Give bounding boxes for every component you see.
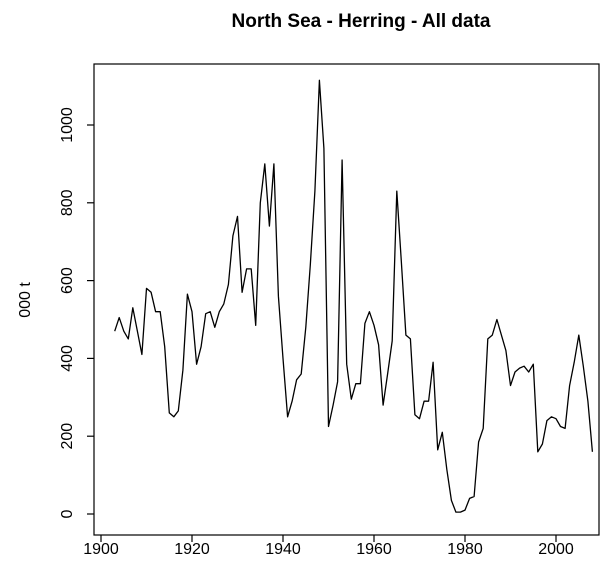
x-tick-label: 1980	[447, 541, 483, 558]
y-tick-label: 800	[59, 189, 76, 216]
x-tick-label: 1900	[83, 541, 119, 558]
x-tick-label: 1960	[356, 541, 392, 558]
y-tick-label: 600	[59, 267, 76, 294]
series-line	[114, 79, 594, 513]
y-tick-label: 400	[59, 345, 76, 372]
series-layer	[114, 79, 594, 513]
y-tick-label: 1000	[59, 107, 76, 143]
y-tick-label: 200	[59, 423, 76, 450]
x-tick-label: 1920	[174, 541, 210, 558]
x-tick-label: 2000	[538, 541, 574, 558]
chart-title: North Sea - Herring - All data	[232, 11, 491, 32]
y-axis-label: 000 t	[17, 282, 34, 318]
y-tick-label: 0	[59, 509, 76, 518]
plot-frame	[93, 63, 600, 536]
y-axis: 0 200 400 600 800 1000	[59, 107, 94, 518]
x-axis: 1900 1920 1940 1960 1980 2000	[83, 535, 574, 558]
x-tick-label: 1940	[265, 541, 301, 558]
